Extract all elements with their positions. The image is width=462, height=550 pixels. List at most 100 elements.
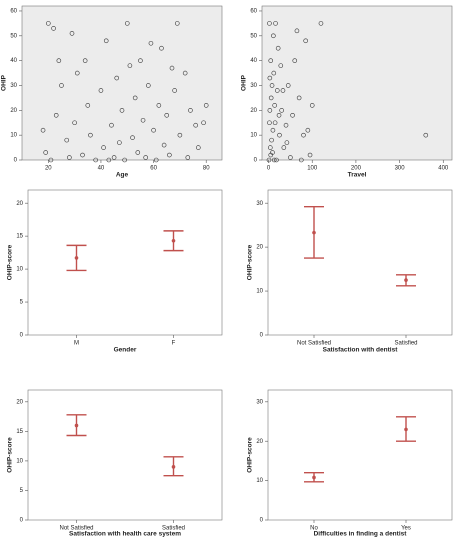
point xyxy=(69,31,75,36)
x-axis-title: Gender xyxy=(114,347,137,354)
x-tick-label: 200 xyxy=(351,166,362,172)
point xyxy=(132,95,138,101)
y-tick-label: 20 xyxy=(16,399,23,405)
plot-area xyxy=(27,189,223,336)
x-tick-label: M xyxy=(74,341,79,347)
y-axis-title: OHIP-score xyxy=(7,437,14,473)
x-tick-label: 40 xyxy=(98,166,105,172)
y-axis-title: OHIP-score xyxy=(247,244,254,280)
point xyxy=(283,122,289,128)
point xyxy=(174,21,180,26)
plot-area xyxy=(27,389,223,521)
point xyxy=(196,145,201,150)
point xyxy=(114,75,120,81)
point xyxy=(292,58,298,63)
mean-point xyxy=(171,238,176,243)
point xyxy=(269,137,274,143)
y-tick-label: 20 xyxy=(250,108,257,114)
point xyxy=(143,155,148,160)
y-tick-label: 40 xyxy=(10,58,17,64)
x-axis-title: Age xyxy=(116,172,129,179)
x-axis-title: Travel xyxy=(348,172,367,179)
point xyxy=(64,137,70,143)
point xyxy=(74,70,80,76)
point xyxy=(303,38,308,44)
point xyxy=(284,140,290,145)
point xyxy=(51,26,56,31)
mean-point xyxy=(74,256,79,260)
x-axis-title: Difficulties in finding a dentist xyxy=(314,531,408,538)
mean-point xyxy=(312,230,316,235)
y-tick-label: 40 xyxy=(250,58,257,64)
point xyxy=(271,33,276,39)
point xyxy=(275,45,281,51)
point xyxy=(305,127,311,133)
y-tick-label: 5 xyxy=(20,488,24,494)
point xyxy=(271,157,277,163)
plot-area xyxy=(261,5,453,161)
point xyxy=(267,21,272,26)
point xyxy=(161,142,167,148)
x-tick-label: 60 xyxy=(150,166,157,172)
x-tick-label: F xyxy=(172,341,176,347)
point xyxy=(111,155,117,160)
point xyxy=(281,145,287,150)
point xyxy=(285,83,291,88)
point xyxy=(127,63,133,68)
x-tick-label: Satisfied xyxy=(162,526,185,532)
point xyxy=(124,21,130,26)
point xyxy=(156,103,162,108)
x-axis-title: Satisfaction with dentist xyxy=(323,347,399,354)
y-tick-label: 10 xyxy=(16,458,23,464)
y-tick-label: 0 xyxy=(254,158,258,164)
point xyxy=(101,145,106,150)
y-tick-label: 10 xyxy=(256,289,263,295)
plot-area xyxy=(267,189,453,336)
point xyxy=(167,152,172,158)
point xyxy=(268,152,274,158)
x-tick-label: Satisfied xyxy=(394,341,417,347)
point xyxy=(169,65,175,71)
point xyxy=(106,157,112,163)
point xyxy=(48,157,54,163)
x-axis-title: Satisfaction with health care system xyxy=(69,531,181,538)
point xyxy=(267,120,272,126)
point xyxy=(193,122,198,128)
point xyxy=(268,58,274,63)
y-tick-label: 0 xyxy=(260,333,264,339)
y-tick-label: 5 xyxy=(20,300,24,306)
y-tick-label: 15 xyxy=(16,429,23,435)
point xyxy=(153,157,159,163)
point xyxy=(46,21,51,26)
y-tick-label: 0 xyxy=(14,158,18,164)
y-tick-label: 60 xyxy=(10,9,17,15)
point xyxy=(277,132,282,138)
y-tick-label: 30 xyxy=(250,83,257,89)
y-tick-label: 15 xyxy=(16,234,23,240)
point xyxy=(164,112,170,118)
plot-area xyxy=(21,5,223,161)
point xyxy=(43,150,48,155)
y-tick-label: 10 xyxy=(16,267,23,273)
point xyxy=(177,132,183,138)
point xyxy=(119,108,125,113)
point xyxy=(268,95,274,101)
point xyxy=(40,127,46,133)
mean-point xyxy=(171,465,176,469)
point xyxy=(159,45,164,51)
point xyxy=(296,95,302,101)
point xyxy=(59,83,64,88)
y-axis-title: OHIP-score xyxy=(247,437,254,473)
y-tick-label: 50 xyxy=(250,33,257,39)
point xyxy=(140,117,146,123)
point xyxy=(280,88,286,93)
y-tick-label: 50 xyxy=(10,33,17,39)
y-tick-label: 30 xyxy=(10,83,17,89)
point xyxy=(93,157,98,163)
point xyxy=(138,58,143,63)
point xyxy=(423,132,429,138)
y-tick-label: 0 xyxy=(20,518,24,524)
y-tick-label: 20 xyxy=(16,201,23,207)
point xyxy=(270,127,276,133)
point xyxy=(67,155,72,160)
